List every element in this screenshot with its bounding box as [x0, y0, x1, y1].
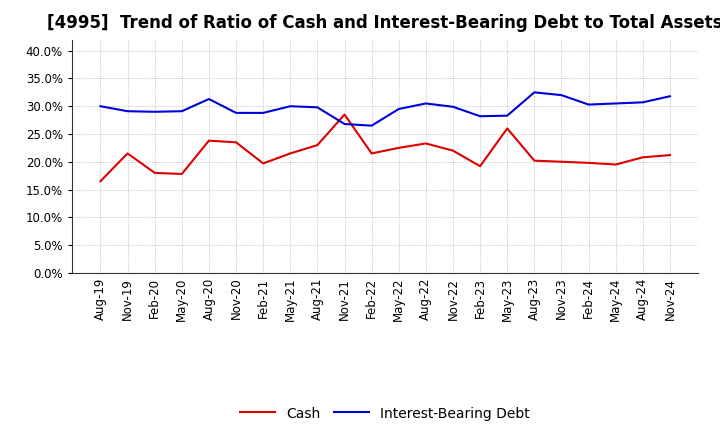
Interest-Bearing Debt	[96, 103, 105, 109]
Line: Cash: Cash	[101, 114, 670, 181]
Cash	[584, 160, 593, 165]
Cash	[232, 139, 240, 145]
Cash	[367, 151, 376, 156]
Interest-Bearing Debt	[476, 114, 485, 119]
Interest-Bearing Debt	[665, 94, 674, 99]
Interest-Bearing Debt	[204, 96, 213, 102]
Interest-Bearing Debt	[611, 101, 620, 106]
Cash	[259, 161, 268, 166]
Cash	[476, 164, 485, 169]
Interest-Bearing Debt	[150, 109, 159, 114]
Cash	[421, 141, 430, 146]
Cash	[178, 171, 186, 176]
Cash	[611, 162, 620, 167]
Cash	[204, 138, 213, 143]
Interest-Bearing Debt	[503, 113, 511, 118]
Interest-Bearing Debt	[395, 106, 403, 112]
Legend: Cash, Interest-Bearing Debt: Cash, Interest-Bearing Debt	[235, 401, 536, 426]
Interest-Bearing Debt	[232, 110, 240, 116]
Cash	[286, 151, 294, 156]
Interest-Bearing Debt	[449, 104, 457, 110]
Interest-Bearing Debt	[286, 103, 294, 109]
Cash	[557, 159, 566, 165]
Interest-Bearing Debt	[123, 109, 132, 114]
Title: [4995]  Trend of Ratio of Cash and Interest-Bearing Debt to Total Assets: [4995] Trend of Ratio of Cash and Intere…	[48, 15, 720, 33]
Interest-Bearing Debt	[178, 109, 186, 114]
Interest-Bearing Debt	[341, 121, 349, 127]
Cash	[530, 158, 539, 163]
Cash	[503, 126, 511, 131]
Cash	[96, 179, 105, 184]
Interest-Bearing Debt	[421, 101, 430, 106]
Cash	[123, 151, 132, 156]
Cash	[639, 155, 647, 160]
Interest-Bearing Debt	[530, 90, 539, 95]
Cash	[449, 148, 457, 153]
Cash	[395, 145, 403, 150]
Line: Interest-Bearing Debt: Interest-Bearing Debt	[101, 92, 670, 126]
Interest-Bearing Debt	[639, 100, 647, 105]
Interest-Bearing Debt	[557, 92, 566, 98]
Interest-Bearing Debt	[259, 110, 268, 116]
Cash	[665, 152, 674, 158]
Interest-Bearing Debt	[584, 102, 593, 107]
Cash	[150, 170, 159, 176]
Cash	[313, 143, 322, 148]
Cash	[341, 112, 349, 117]
Interest-Bearing Debt	[367, 123, 376, 128]
Interest-Bearing Debt	[313, 105, 322, 110]
